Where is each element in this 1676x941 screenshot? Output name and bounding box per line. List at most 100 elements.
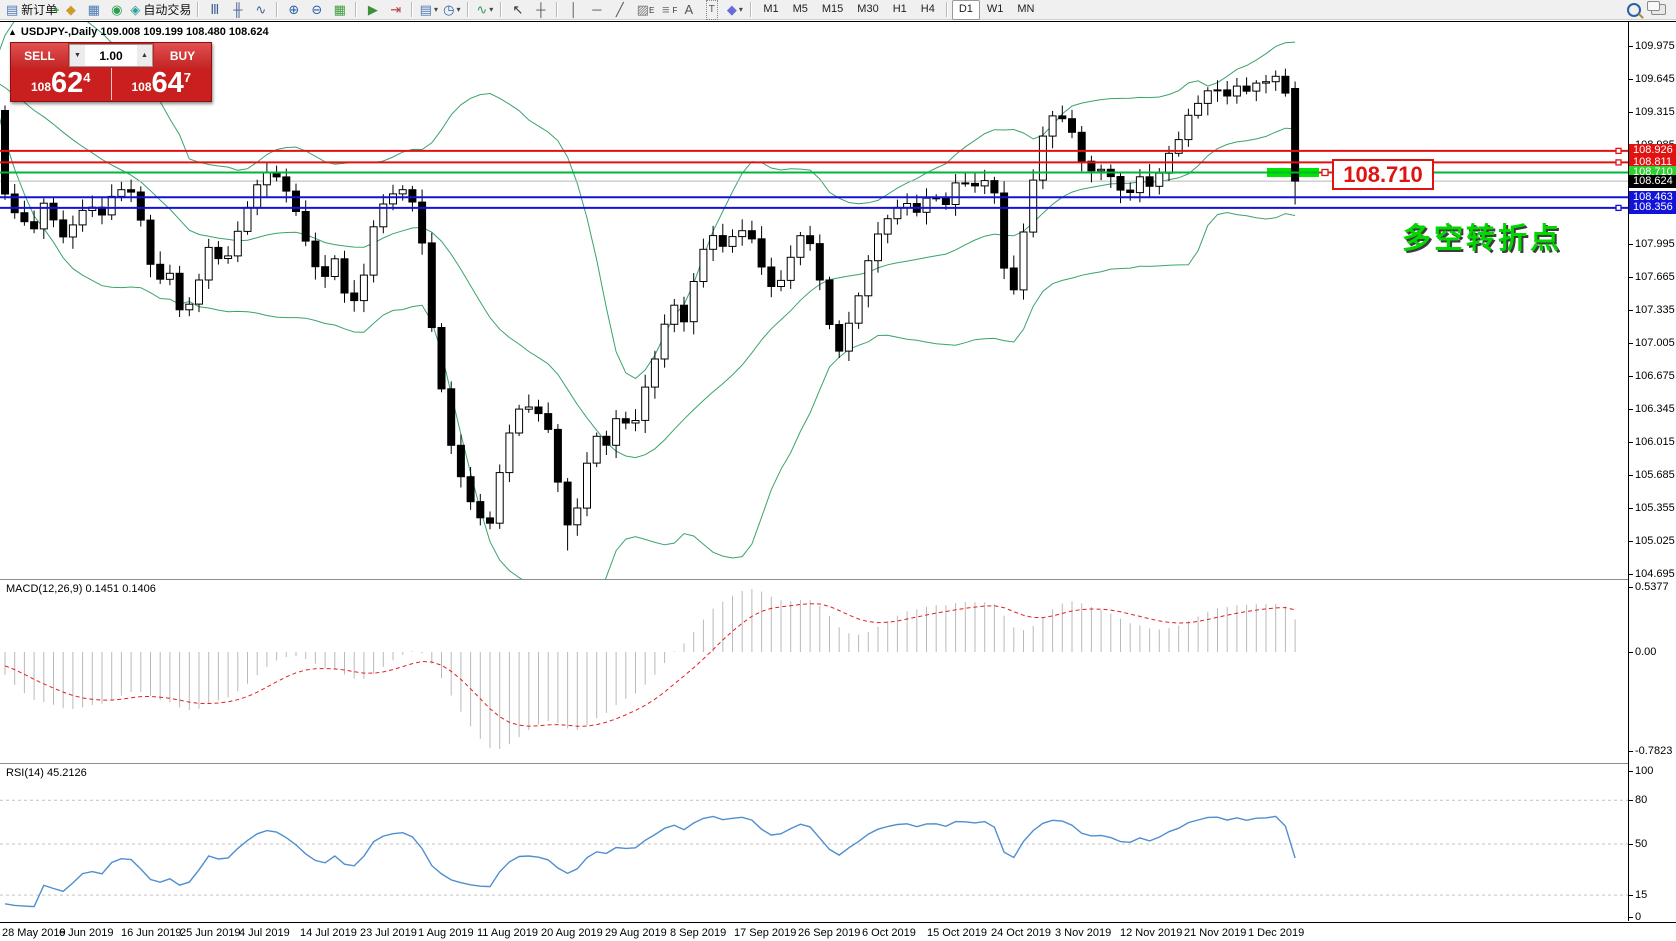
horizontal-line-icon[interactable]: ─ [592, 1, 602, 17]
sell-button[interactable]: SELL [11, 43, 68, 68]
date-label: 15 Oct 2019 [927, 927, 987, 939]
chat-icon[interactable] [1647, 1, 1666, 15]
tf-h4-button[interactable]: H4 [920, 2, 935, 15]
date-label: 23 Jul 2019 [360, 927, 417, 939]
date-label: 28 May 2019 [2, 927, 66, 939]
volume-input[interactable]: 1.00 [99, 48, 123, 63]
date-label: 8 Sep 2019 [670, 927, 727, 939]
price-axis[interactable]: 109.975109.645109.315108.985108.655108.3… [1628, 22, 1676, 923]
new-chart-icon[interactable]: ▤ ▾ [419, 1, 438, 17]
auto-trading-button[interactable]: ◈ 自动交易 [130, 1, 192, 17]
tf-m30-button[interactable]: M30 [857, 2, 879, 15]
crosshair-icon[interactable]: ┼ [536, 1, 546, 17]
pane-splitter[interactable] [0, 763, 1676, 765]
price-tick: 107.995 [1629, 238, 1676, 250]
volume-stepper: ▼ 1.00 ▲ [69, 44, 153, 67]
toolbar-separator [556, 2, 559, 17]
price-tick: 106.345 [1629, 403, 1676, 415]
chart-annotation-text[interactable]: 多空转折点 [1402, 223, 1563, 255]
line-price-label: 108.356 [1629, 201, 1676, 215]
price-tick: 105.025 [1629, 535, 1676, 547]
price-tick: 105.685 [1629, 469, 1676, 481]
one-click-trade-panel: SELL ▼ 1.00 ▲ BUY 108 62 4 108 64 7 [10, 42, 212, 102]
price-tick: 104.695 [1629, 568, 1676, 580]
rsi-tick: 50 [1629, 838, 1676, 850]
tf-mn-button[interactable]: MN [1017, 2, 1035, 15]
shapes-icon[interactable]: ◆ ▾ [726, 1, 743, 17]
time-axis[interactable]: 28 May 2019 6 Jun 2019 16 Jun 2019 25 Jun 2… [0, 922, 1676, 941]
toolbar-separator [276, 2, 279, 17]
collapse-marker-icon[interactable]: ▲ [8, 27, 17, 37]
chart-window-icon[interactable]: ▦ [87, 1, 100, 17]
toolbar-separator [411, 2, 414, 17]
date-label: 6 Oct 2019 [862, 927, 916, 939]
price-tick: 107.335 [1629, 304, 1676, 316]
macd-tick: -0.7823 [1629, 745, 1676, 757]
price-tick: 109.315 [1629, 106, 1676, 118]
tf-m15-button[interactable]: M15 [821, 2, 844, 15]
macd-pane-canvas[interactable] [0, 581, 1628, 763]
buy-price[interactable]: 108 64 7 [131, 67, 192, 99]
line-price-label: 108.926 [1629, 144, 1676, 158]
tf-m1-button[interactable]: M1 [763, 2, 779, 15]
price-chart-canvas[interactable] [0, 22, 1628, 579]
date-label: 24 Oct 2019 [991, 927, 1051, 939]
line-price-label: 108.463 [1629, 190, 1676, 204]
trendline-icon[interactable]: ╱ [615, 1, 624, 17]
vertical-line-icon[interactable]: │ [569, 1, 578, 17]
tf-h1-button[interactable]: H1 [892, 2, 907, 15]
rsi-line [4, 815, 1296, 908]
volume-up-icon[interactable]: ▲ [137, 45, 152, 66]
timeframe-toolbar: M1 M5 M15 M30 H1 H4 D1 W1 MN [756, 0, 1041, 20]
date-label: 1 Aug 2019 [418, 927, 474, 939]
toolbar-separator [467, 2, 470, 17]
indicator-list-icon[interactable]: ∿ ▾ [476, 1, 494, 17]
price-tick: 106.015 [1629, 436, 1676, 448]
clock-icon[interactable]: ◷ ▾ [443, 1, 461, 17]
macd-signal-line [4, 603, 1296, 727]
sell-price[interactable]: 108 62 4 [30, 67, 91, 99]
chart-window: 109.975109.645109.315108.985108.655108.3… [0, 21, 1676, 941]
rsi-indicator-label: RSI(14) 45.2126 [6, 767, 87, 779]
zoom-in-icon[interactable]: ⊕ [288, 1, 300, 17]
text-icon[interactable]: A [684, 1, 694, 17]
buy-button[interactable]: BUY [154, 43, 211, 68]
price-tick: 107.005 [1629, 337, 1676, 349]
tf-m5-button[interactable]: M5 [792, 2, 808, 15]
volume-down-icon[interactable]: ▼ [70, 45, 85, 66]
date-label: 1 Dec 2019 [1248, 927, 1305, 939]
date-label: 25 Jun 2019 [180, 927, 241, 939]
chart-shift-icon[interactable]: ⇥ [390, 1, 402, 17]
toolbar-separator [500, 2, 503, 17]
search-icon[interactable] [1627, 2, 1641, 17]
fibonacci-icon[interactable]: ≡ F [662, 1, 678, 17]
bar-chart-icon[interactable]: Ⅲ [210, 1, 220, 17]
price-tick: 109.975 [1629, 40, 1676, 52]
macd-tick: 0.00 [1629, 646, 1676, 658]
ohlc-values: 109.008 109.199 108.480 108.624 [100, 26, 269, 38]
rsi-tick: 0 [1629, 911, 1676, 923]
date-label: 20 Aug 2019 [541, 927, 603, 939]
tf-d1-button[interactable]: D1 [951, 0, 980, 20]
panel-divider [110, 68, 112, 100]
styles-icon[interactable]: ◆ [65, 1, 76, 17]
line-price-label: 108.811 [1629, 155, 1676, 169]
tile-windows-icon[interactable]: ▦ [333, 1, 346, 17]
toolbar: ▤ + 新订单 ◆ ▦ ◉ ◈ 自动交易 Ⅲ ╫ ∿ ⊕ ⊖ ▦ ▶ ⇥ ▤ ▾ ◷ ▾ ∿ ▾ ↖ ┼ │ ─ ╱ ▨ E ≡ F A T ◆ ▾… [0, 0, 1676, 20]
price-tick: 107.665 [1629, 271, 1676, 283]
text-label-icon[interactable]: T [700, 0, 723, 20]
pane-splitter[interactable] [0, 579, 1676, 581]
cursor-icon[interactable]: ↖ [512, 1, 524, 17]
equidistant-channel-icon[interactable]: ▨ E [636, 1, 655, 17]
new-order-button[interactable]: ▤ + 新订单 [6, 1, 60, 17]
zoom-out-icon[interactable]: ⊖ [311, 1, 323, 17]
bollinger-band-line [0, 22, 1296, 380]
signals-icon[interactable]: ◉ [111, 1, 123, 17]
auto-scroll-icon[interactable]: ▶ [367, 1, 378, 17]
line-chart-icon[interactable]: ∿ [255, 1, 267, 17]
price-callout-box[interactable]: 108.710 [1332, 159, 1434, 190]
rsi-pane-canvas[interactable] [0, 765, 1628, 922]
tf-w1-button[interactable]: W1 [986, 2, 1004, 15]
candlestick-chart-icon[interactable]: ╫ [233, 1, 243, 17]
